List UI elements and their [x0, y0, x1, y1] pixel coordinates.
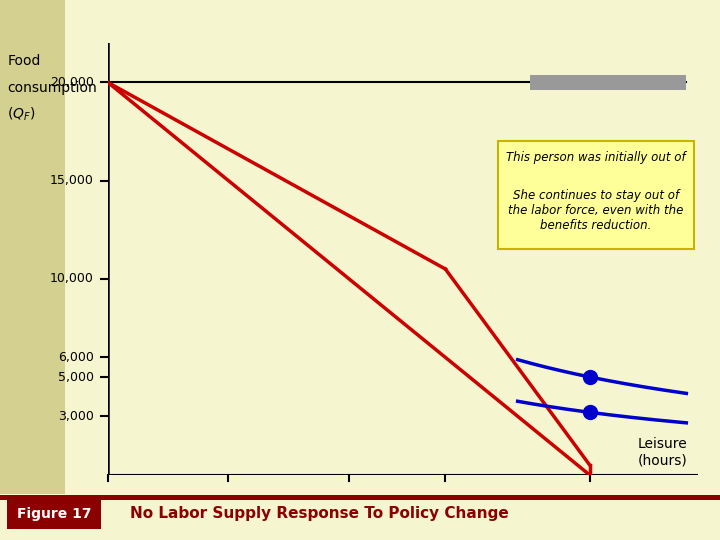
- Text: 20,000: 20,000: [50, 76, 94, 89]
- Bar: [530, 75, 686, 90]
- Text: Figure 17: Figure 17: [17, 507, 91, 521]
- FancyBboxPatch shape: [498, 141, 693, 249]
- Text: 0: 0: [104, 499, 112, 512]
- Text: 6,000: 6,000: [58, 351, 94, 364]
- Text: consumption: consumption: [7, 81, 97, 95]
- Text: 10,000: 10,000: [50, 272, 94, 285]
- FancyBboxPatch shape: [7, 499, 101, 529]
- Text: Leisure
(hours): Leisure (hours): [637, 437, 688, 468]
- Text: ($Q_F$): ($Q_F$): [7, 106, 36, 123]
- Text: No Labor Supply Response To Policy Change: No Labor Supply Response To Policy Chang…: [130, 506, 508, 521]
- Text: Food: Food: [7, 54, 40, 68]
- Text: 1,400: 1,400: [428, 499, 463, 512]
- Text: This person was initially out of: This person was initially out of: [506, 151, 685, 164]
- Text: She continues to stay out of
the labor force, even with the
benefits reduction.: She continues to stay out of the labor f…: [508, 188, 684, 232]
- Text: 2,000: 2,000: [572, 499, 608, 512]
- Text: 500: 500: [217, 499, 240, 512]
- Text: 1,000: 1,000: [331, 499, 367, 512]
- Text: 5,000: 5,000: [58, 370, 94, 383]
- Text: 3,000: 3,000: [58, 410, 94, 423]
- Text: 15,000: 15,000: [50, 174, 94, 187]
